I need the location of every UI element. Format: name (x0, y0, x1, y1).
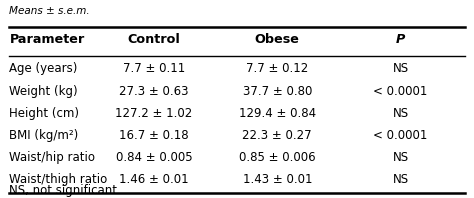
Text: < 0.0001: < 0.0001 (374, 129, 428, 142)
Text: 16.7 ± 0.18: 16.7 ± 0.18 (119, 129, 189, 142)
Text: P: P (396, 33, 405, 46)
Text: NS: NS (392, 107, 409, 120)
Text: NS: NS (392, 173, 409, 186)
Text: 22.3 ± 0.27: 22.3 ± 0.27 (243, 129, 312, 142)
Text: NS: NS (392, 62, 409, 75)
Text: NS: NS (392, 151, 409, 164)
Text: Waist/hip ratio: Waist/hip ratio (9, 151, 95, 164)
Text: Means ± s.e.m.: Means ± s.e.m. (9, 6, 90, 16)
Text: 0.85 ± 0.006: 0.85 ± 0.006 (239, 151, 316, 164)
Text: Obese: Obese (255, 33, 300, 46)
Text: NS, not significant.: NS, not significant. (9, 184, 121, 197)
Text: 129.4 ± 0.84: 129.4 ± 0.84 (239, 107, 316, 120)
Text: 27.3 ± 0.63: 27.3 ± 0.63 (119, 85, 189, 98)
Text: 37.7 ± 0.80: 37.7 ± 0.80 (243, 85, 312, 98)
Text: < 0.0001: < 0.0001 (374, 85, 428, 98)
Text: 7.7 ± 0.11: 7.7 ± 0.11 (123, 62, 185, 75)
Text: Parameter: Parameter (9, 33, 85, 46)
Text: 1.43 ± 0.01: 1.43 ± 0.01 (243, 173, 312, 186)
Text: BMI (kg/m²): BMI (kg/m²) (9, 129, 79, 142)
Text: Control: Control (128, 33, 181, 46)
Text: 127.2 ± 1.02: 127.2 ± 1.02 (116, 107, 192, 120)
Text: Height (cm): Height (cm) (9, 107, 80, 120)
Text: Weight (kg): Weight (kg) (9, 85, 78, 98)
Text: Age (years): Age (years) (9, 62, 78, 75)
Text: Waist/thigh ratio: Waist/thigh ratio (9, 173, 108, 186)
Text: 7.7 ± 0.12: 7.7 ± 0.12 (246, 62, 309, 75)
Text: 1.46 ± 0.01: 1.46 ± 0.01 (119, 173, 189, 186)
Text: 0.84 ± 0.005: 0.84 ± 0.005 (116, 151, 192, 164)
